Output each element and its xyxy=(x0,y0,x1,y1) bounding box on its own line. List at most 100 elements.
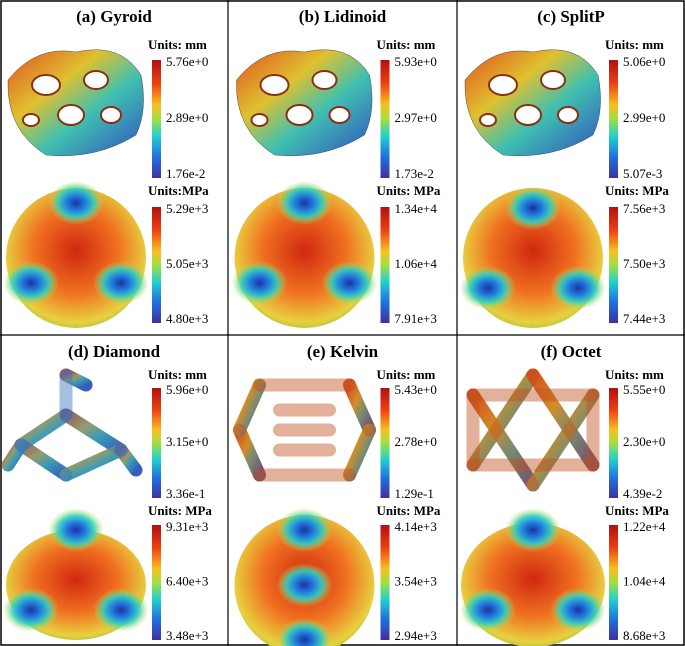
units-label: Units: mm xyxy=(148,367,207,382)
stress-spot xyxy=(321,261,378,305)
hole xyxy=(557,106,579,124)
stress-spot xyxy=(3,588,59,632)
colorbar xyxy=(380,525,390,640)
colorbar-label: 9.31e+3 xyxy=(166,519,208,534)
colorbar-label: 5.05e+3 xyxy=(166,256,208,271)
panel-title: (d) Diamond xyxy=(68,342,161,361)
panel-title: (c) SplitP xyxy=(537,7,605,26)
strut-shade xyxy=(233,378,266,437)
stress-spot xyxy=(460,588,516,632)
colorbar-label: 1.06e+4 xyxy=(395,256,438,271)
colorbar-label: 5.93e+0 xyxy=(395,54,437,69)
strut-shade xyxy=(233,423,266,482)
units-label: Units: mm xyxy=(377,367,436,382)
hole xyxy=(514,104,542,126)
colorbar-label: 4.14e+3 xyxy=(395,519,437,534)
strut-shade xyxy=(59,368,93,392)
strut xyxy=(526,388,600,492)
hole xyxy=(285,104,314,126)
lattice-body xyxy=(464,49,601,156)
stress-spot xyxy=(276,508,333,552)
hole xyxy=(540,70,566,90)
stress-spot xyxy=(460,266,516,310)
stress-spot xyxy=(3,261,59,305)
colorbar xyxy=(152,388,161,498)
lattice-body xyxy=(236,49,373,156)
colorbar xyxy=(380,388,390,498)
panel-title: (e) Kelvin xyxy=(307,342,379,361)
hole xyxy=(259,74,290,96)
colorbar-label: 2.97e+0 xyxy=(395,110,437,125)
colorbar xyxy=(609,60,618,178)
stress-spot xyxy=(48,181,104,225)
colorbar-label: 5.43e+0 xyxy=(395,382,437,397)
units-label: Units: MPa xyxy=(605,183,669,198)
colorbar-label: 5.55e+0 xyxy=(623,382,665,397)
colorbar-label: 1.76e-2 xyxy=(166,166,205,181)
strut xyxy=(59,408,128,457)
hole xyxy=(57,104,85,126)
colorbar xyxy=(609,388,618,498)
stress-spot xyxy=(231,261,288,305)
lattice-body xyxy=(7,49,144,156)
colorbar-label: 8.68e+3 xyxy=(623,628,665,643)
colorbar-label: 1.04e+4 xyxy=(623,573,666,588)
stress-spot xyxy=(48,508,104,552)
colorbar-label: 3.15e+0 xyxy=(166,434,208,449)
colorbar-label: 7.56e+3 xyxy=(623,201,665,216)
hole xyxy=(479,113,497,127)
colorbar-label: 6.40e+3 xyxy=(166,573,208,588)
colorbar-label: 2.99e+0 xyxy=(623,110,665,125)
panel-title: (b) Lidinoid xyxy=(299,7,387,26)
hole xyxy=(100,106,122,124)
units-label: Units: MPa xyxy=(148,503,212,518)
strut-shade xyxy=(466,368,540,472)
colorbar xyxy=(609,207,618,323)
strut xyxy=(14,408,73,452)
strut-shade xyxy=(466,388,540,492)
panel-title: (a) Gyroid xyxy=(76,7,152,26)
strut xyxy=(59,443,128,482)
units-label: Units: mm xyxy=(605,37,664,52)
colorbar-label: 4.80e+3 xyxy=(166,311,208,326)
colorbar-label: 2.78e+0 xyxy=(395,434,437,449)
stress-spot xyxy=(505,186,561,230)
colorbar xyxy=(380,60,390,178)
hole xyxy=(83,70,109,90)
strut-shade xyxy=(343,423,376,482)
strut-shade xyxy=(526,368,600,472)
hole xyxy=(488,74,518,96)
panel-title: (f) Octet xyxy=(541,342,602,361)
colorbar-label: 2.89e+0 xyxy=(166,110,208,125)
hole xyxy=(328,106,351,124)
colorbar-label: 3.54e+3 xyxy=(395,573,437,588)
strut-shade xyxy=(59,408,128,457)
hole xyxy=(311,70,338,90)
strut xyxy=(466,388,540,492)
units-label: Units: mm xyxy=(377,37,436,52)
colorbar-label: 5.76e+0 xyxy=(166,54,208,69)
strut-shade xyxy=(1,438,28,472)
hole xyxy=(31,74,61,96)
colorbar xyxy=(152,60,161,178)
strut-shade xyxy=(59,443,128,482)
colorbar-label: 7.50e+3 xyxy=(623,256,665,271)
colorbar-label: 2.94e+3 xyxy=(395,628,437,643)
units-label: Units: MPa xyxy=(605,503,669,518)
stress-spot xyxy=(550,266,606,310)
strut xyxy=(114,443,143,477)
colorbar-label: 1.29e-1 xyxy=(395,486,434,501)
hole xyxy=(22,113,40,127)
colorbar xyxy=(609,525,618,640)
colorbar-label: 1.34e+4 xyxy=(395,201,438,216)
colorbar xyxy=(152,207,161,323)
units-label: Units:MPa xyxy=(148,183,209,198)
strut xyxy=(1,438,28,472)
stress-spot xyxy=(276,563,333,607)
strut xyxy=(14,438,73,482)
units-label: Units: mm xyxy=(148,37,207,52)
stress-spot xyxy=(276,181,333,225)
colorbar-label: 7.44e+3 xyxy=(623,311,665,326)
